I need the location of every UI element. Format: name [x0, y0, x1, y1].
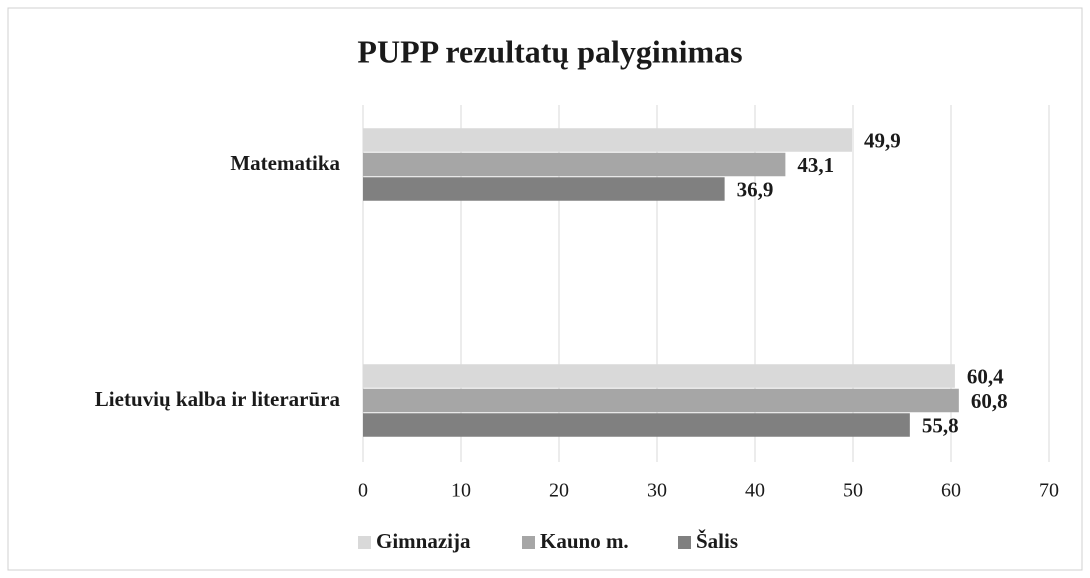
x-tick-label: 50 [843, 480, 863, 502]
data-label: 60,4 [967, 364, 1004, 388]
data-label: 36,9 [737, 177, 774, 201]
legend-label: Gimnazija [376, 529, 471, 553]
x-tick-label: 60 [941, 480, 961, 502]
bar [363, 177, 725, 201]
data-label: 49,9 [864, 128, 901, 152]
data-label: 43,1 [797, 153, 834, 177]
chart-title: PUPP rezultatų palyginimas [357, 33, 742, 69]
y-tick-label: Lietuvių kalba ir literarūra [95, 387, 341, 411]
chart-border [7, 7, 1083, 571]
legend-swatch [678, 536, 691, 549]
bar [363, 128, 853, 152]
data-label: 55,8 [922, 413, 959, 437]
x-tick-label: 0 [358, 480, 368, 502]
bar [363, 413, 910, 437]
y-tick-label: Matematika [230, 151, 340, 175]
x-tick-label: 40 [745, 480, 765, 502]
bar [363, 364, 955, 388]
x-tick-label: 20 [549, 480, 569, 502]
legend-label: Šalis [696, 529, 738, 553]
x-tick-label: 70 [1039, 480, 1059, 502]
legend-swatch [358, 536, 371, 549]
legend-label: Kauno m. [540, 529, 629, 553]
data-label: 60,8 [971, 389, 1008, 413]
x-tick-label: 10 [451, 480, 471, 502]
bar [363, 388, 959, 413]
bar [363, 152, 786, 177]
x-tick-label: 30 [647, 480, 667, 502]
legend-swatch [522, 536, 535, 549]
